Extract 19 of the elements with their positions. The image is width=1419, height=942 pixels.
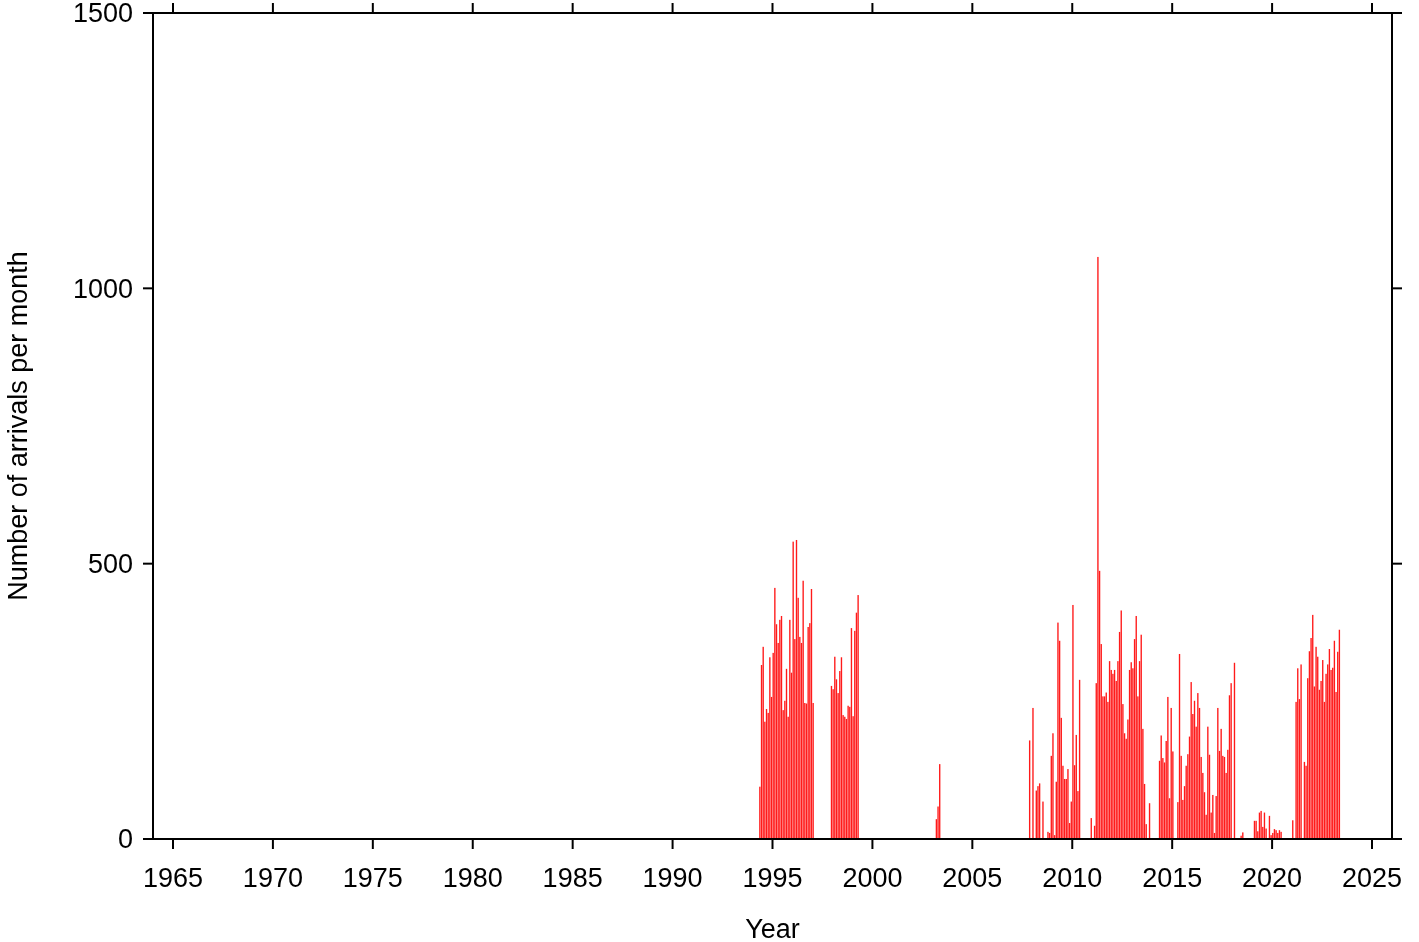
x-tick-label: 2025 — [1341, 863, 1403, 893]
y-tick-label: 0 — [117, 824, 133, 855]
x-tick-label: 1980 — [442, 863, 503, 893]
x-tick-label: 1970 — [242, 863, 303, 893]
x-tick-label: 2015 — [1142, 863, 1203, 893]
x-tick-label: 1965 — [142, 863, 204, 893]
x-tick-label: 2000 — [842, 863, 903, 893]
x-tick-label: 1990 — [642, 863, 703, 893]
x-tick-label: 2010 — [1042, 863, 1103, 893]
x-axis-title: Year — [745, 914, 800, 942]
y-tick-label: 500 — [87, 549, 133, 580]
y-tick-label: 1500 — [72, 0, 133, 29]
x-tick-label: 1995 — [742, 863, 803, 893]
x-tick-label: 1985 — [542, 863, 603, 893]
x-tick-label: 2005 — [942, 863, 1003, 893]
y-tick-label: 1000 — [72, 273, 133, 304]
y-axis-title: Number of arrivals per month — [3, 251, 33, 601]
x-tick-label: 2020 — [1242, 863, 1303, 893]
x-tick-label: 1975 — [342, 863, 403, 893]
